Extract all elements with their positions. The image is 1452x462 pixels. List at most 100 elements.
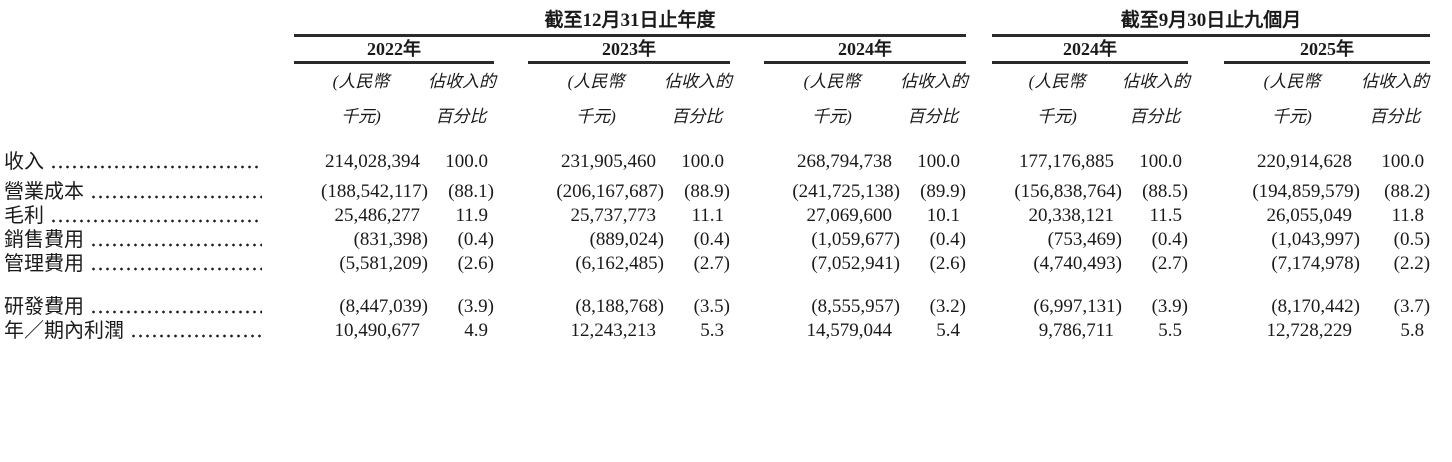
- spacer: [730, 228, 764, 252]
- amount-cell: (156,838,764): [1014, 181, 1123, 202]
- amount-cell: 231,905,460: [561, 151, 656, 172]
- spacer: [730, 63, 764, 135]
- financial-summary-table: 截至12月31日止年度 截至9月30日止九個月 2022年 2023年 2024…: [4, 8, 1431, 343]
- amount-unit-line1: (人民幣: [803, 72, 861, 91]
- percent-cell: (88.2): [1384, 181, 1431, 202]
- percent-cell: (2.2): [1393, 253, 1431, 274]
- row-label-text: 管理費用: [4, 253, 84, 275]
- pct-of-revenue-header: 佔收入的 百分比: [1122, 63, 1191, 135]
- amount-unit-line1: (人民幣: [567, 72, 625, 91]
- pct-of-revenue-header: 佔收入的 百分比: [1360, 63, 1430, 135]
- percent-cell: (0.4): [929, 229, 967, 250]
- percent-cell: 100.0: [917, 151, 961, 172]
- percent-cell: 11.8: [1391, 205, 1425, 226]
- dot-leader: [90, 228, 262, 248]
- spacer: [494, 228, 528, 252]
- spacer: [966, 36, 992, 63]
- pct-of-revenue-header: 佔收入的 百分比: [900, 63, 968, 135]
- spacer: [966, 319, 992, 343]
- amount-cell: (188,542,117): [321, 181, 428, 202]
- amount-cell: (831,398): [353, 229, 428, 250]
- spacer: [730, 180, 764, 204]
- percent-cell: 5.3: [700, 320, 724, 341]
- amount-cell: 26,055,049: [1266, 205, 1353, 226]
- percent-cell: (0.4): [1151, 229, 1189, 250]
- amount-cell: 10,490,677: [334, 320, 421, 341]
- amount-unit-line1: (人民幣: [1028, 72, 1086, 91]
- table-row: 營業成本 (188,542,117) (88.1) (206,167,687) …: [4, 180, 1430, 204]
- amount-cell: (8,447,039): [339, 296, 428, 317]
- row-label-text: 收入: [4, 151, 44, 173]
- amount-cell: (4,740,493): [1033, 253, 1123, 274]
- amount-cell: (7,052,941): [811, 253, 900, 274]
- table-row: 毛利 25,486,277 11.9 25,737,773 11.1 27,06…: [4, 204, 1430, 228]
- spacer: [494, 63, 528, 135]
- percent-cell: 100.0: [445, 151, 488, 172]
- amount-unit-line1: (人民幣: [332, 72, 390, 91]
- spacer: [966, 63, 992, 135]
- spacer: [1188, 228, 1224, 252]
- amount-cell: (6,997,131): [1033, 296, 1123, 317]
- percent-cell: (3.7): [1393, 296, 1431, 317]
- row-label: 銷售費用: [4, 228, 294, 252]
- spacer: [494, 36, 528, 63]
- pct-of-revenue-header: 佔收入的 百分比: [428, 63, 496, 135]
- amount-cell: (5,581,209): [339, 253, 428, 274]
- amount-unit-line1: (人民幣: [1263, 72, 1321, 91]
- pct-line2: 百分比: [435, 107, 487, 126]
- amount-cell: (1,059,677): [811, 229, 900, 250]
- amount-cell: (8,170,442): [1271, 296, 1361, 317]
- amount-cell: 12,243,213: [570, 320, 657, 341]
- spacer: [1188, 319, 1224, 343]
- year-header-row: 2022年 2023年 2024年 2024年 2025年: [4, 35, 1431, 64]
- percent-cell: 100.0: [681, 151, 724, 172]
- spacer: [494, 276, 528, 319]
- spacer: [1188, 276, 1224, 319]
- pct-line1: 佔收入的: [428, 72, 496, 91]
- spacer: [4, 63, 294, 135]
- amount-cell: (7,174,978): [1271, 253, 1361, 274]
- spacer: [966, 8, 992, 36]
- amount-cell: 25,486,277: [334, 205, 421, 226]
- year-header-2024: 2024年: [764, 35, 967, 64]
- dot-leader: [50, 204, 262, 224]
- amount-cell: (206,167,687): [556, 181, 664, 202]
- amount-cell: (194,859,579): [1252, 181, 1361, 202]
- percent-cell: (89.9): [920, 181, 967, 202]
- amount-unit-line2: 千元): [576, 107, 616, 126]
- amount-cell: 214,028,394: [325, 151, 420, 172]
- amount-unit-header: (人民幣 千元): [992, 63, 1122, 135]
- row-label-text: 銷售費用: [4, 229, 84, 251]
- percent-cell: (88.5): [1142, 181, 1189, 202]
- row-label-text: 營業成本: [4, 181, 84, 203]
- spacer: [1188, 134, 1224, 180]
- spacer: [1188, 63, 1224, 135]
- amount-unit-line2: 千元): [812, 107, 852, 126]
- table-row: 收入 214,028,394 100.0 231,905,460 100.0 2…: [4, 134, 1430, 180]
- row-label: 營業成本: [4, 180, 294, 204]
- spacer: [730, 204, 764, 228]
- amount-unit-line2: 千元): [341, 107, 381, 126]
- row-label-text: 毛利: [4, 205, 44, 227]
- pct-line1: 佔收入的: [1122, 72, 1191, 91]
- row-label: 年／期內利潤: [4, 319, 294, 343]
- amount-cell: 14,579,044: [806, 320, 893, 341]
- year-header-2023: 2023年: [528, 35, 730, 64]
- amount-unit-header: (人民幣 千元): [764, 63, 900, 135]
- spacer: [730, 252, 764, 276]
- row-label: 毛利: [4, 204, 294, 228]
- amount-cell: (6,162,485): [575, 253, 664, 274]
- amount-cell: 220,914,628: [1257, 151, 1353, 172]
- amount-unit-line2: 千元): [1037, 107, 1077, 126]
- percent-cell: 10.1: [926, 205, 961, 226]
- percent-cell: (2.6): [929, 253, 967, 274]
- spacer: [494, 204, 528, 228]
- spacer: [730, 276, 764, 319]
- spacer: [966, 252, 992, 276]
- spacer: [4, 36, 294, 63]
- spacer: [966, 276, 992, 319]
- percent-cell: (88.1): [448, 181, 494, 202]
- pct-line1: 佔收入的: [664, 72, 732, 91]
- pct-line2: 百分比: [671, 107, 723, 126]
- percent-cell: 5.8: [1400, 320, 1425, 341]
